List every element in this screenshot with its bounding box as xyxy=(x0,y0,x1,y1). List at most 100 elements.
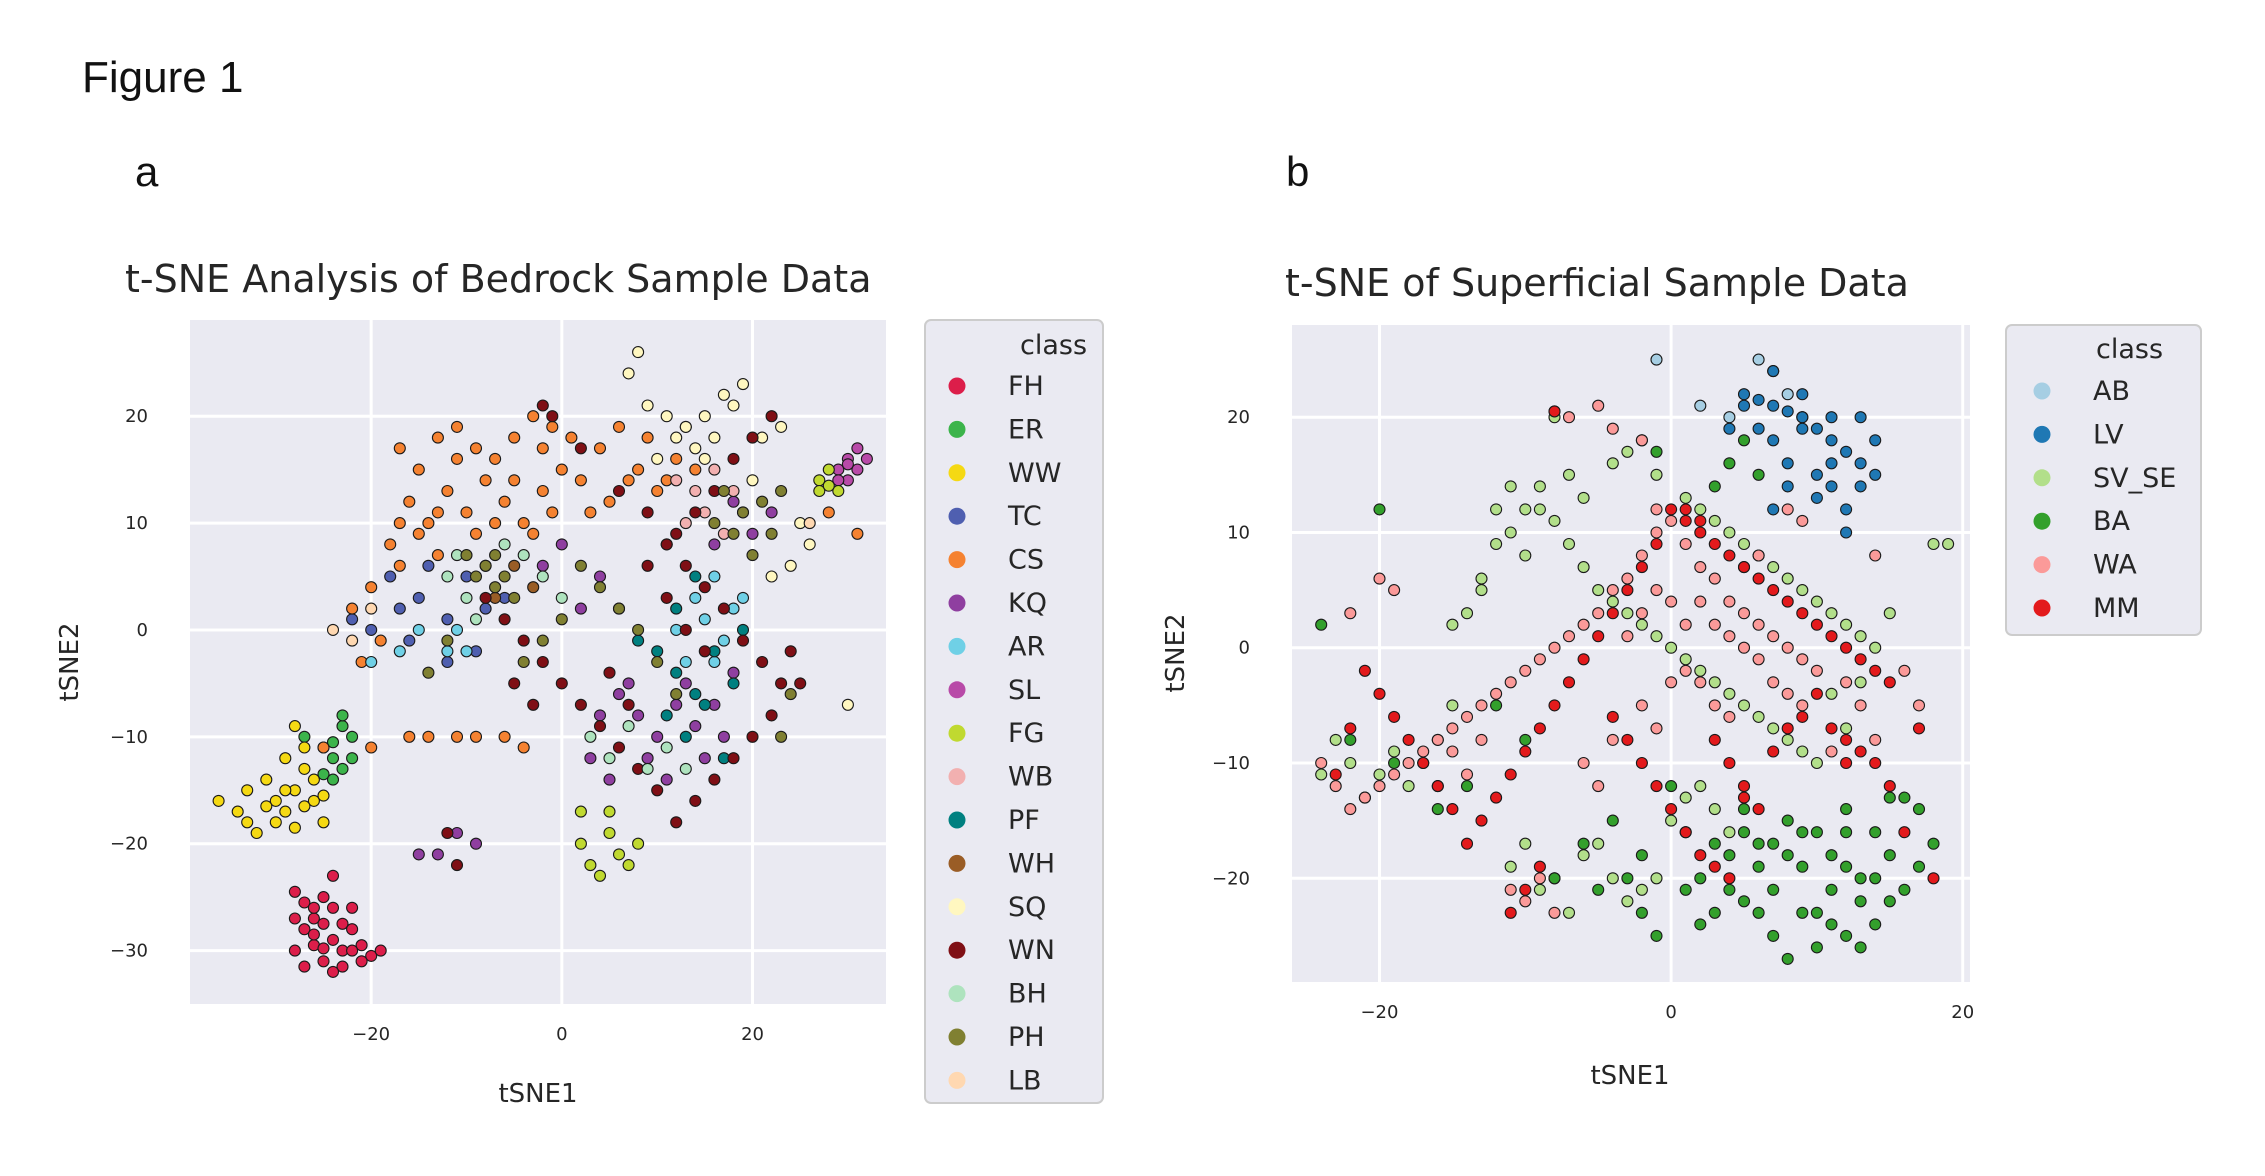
data-point xyxy=(393,442,406,455)
data-point xyxy=(1650,584,1663,597)
data-point xyxy=(1752,353,1765,366)
y-axis-label: tSNE2 xyxy=(1161,613,1191,692)
legend-box xyxy=(924,319,1104,1104)
data-point xyxy=(1708,572,1721,585)
data-point xyxy=(660,538,673,551)
data-point xyxy=(1767,434,1780,447)
data-point xyxy=(593,720,607,733)
data-point xyxy=(317,891,330,904)
data-point xyxy=(689,794,702,807)
legend-marker xyxy=(948,377,966,395)
data-point xyxy=(1504,480,1517,493)
data-point xyxy=(727,666,740,679)
data-point xyxy=(1825,722,1838,735)
data-point xyxy=(574,837,587,850)
data-point xyxy=(1723,826,1736,839)
data-point xyxy=(1796,699,1809,712)
data-point xyxy=(1781,814,1794,827)
data-point xyxy=(651,730,664,743)
data-point xyxy=(326,752,340,765)
data-point xyxy=(1388,768,1401,781)
data-point xyxy=(336,762,349,775)
data-point xyxy=(1650,722,1663,735)
data-point xyxy=(279,752,292,765)
data-point xyxy=(651,784,664,797)
data-point xyxy=(736,378,750,391)
data-point xyxy=(317,768,330,781)
data-point xyxy=(1519,664,1532,677)
data-point xyxy=(1825,411,1838,424)
data-point xyxy=(479,591,492,604)
data-point xyxy=(326,965,340,978)
data-point xyxy=(603,826,616,840)
data-point xyxy=(1548,514,1561,527)
data-point xyxy=(1825,457,1838,470)
legend-label: CS xyxy=(1008,545,1044,576)
data-point xyxy=(670,474,683,487)
data-point xyxy=(1781,388,1794,401)
data-point xyxy=(1490,687,1503,700)
data-point xyxy=(403,495,416,508)
data-point xyxy=(1840,860,1853,873)
data-point xyxy=(1796,388,1809,401)
legend-items: AB LV SV_SE BA WA MM xyxy=(2033,376,2176,624)
data-point xyxy=(1767,745,1780,758)
data-point xyxy=(679,762,692,775)
data-point xyxy=(1840,526,1853,539)
data-point xyxy=(1869,918,1882,931)
data-point xyxy=(1825,607,1838,620)
data-point xyxy=(498,495,511,508)
data-point xyxy=(317,789,330,802)
x-tick-label: 20 xyxy=(741,1024,764,1045)
data-point xyxy=(441,645,454,658)
data-point xyxy=(832,484,845,498)
legend-marker xyxy=(948,464,966,482)
x-axis-label: tSNE1 xyxy=(1590,1061,1669,1091)
legend-marker xyxy=(948,985,966,1003)
data-point xyxy=(431,549,444,562)
legend-label: WW xyxy=(1008,458,1061,489)
data-point xyxy=(1767,630,1780,643)
data-point xyxy=(1460,710,1474,723)
data-point xyxy=(1533,480,1546,493)
data-point xyxy=(746,474,759,487)
data-point xyxy=(441,634,454,647)
data-point xyxy=(517,741,530,754)
data-point xyxy=(1796,584,1809,597)
data-point xyxy=(288,720,301,733)
data-point xyxy=(1796,422,1809,435)
data-point xyxy=(1533,872,1546,885)
data-point xyxy=(1606,457,1619,470)
data-point xyxy=(1767,722,1780,735)
data-point xyxy=(1679,653,1692,666)
legend-label: TC xyxy=(1007,501,1042,532)
data-point xyxy=(1606,422,1619,435)
data-point xyxy=(1840,756,1853,770)
data-point xyxy=(1825,630,1838,643)
data-point xyxy=(1679,826,1692,839)
data-point xyxy=(1504,860,1517,873)
data-point xyxy=(632,837,645,850)
data-point xyxy=(1723,756,1736,770)
data-point xyxy=(603,495,616,508)
data-point xyxy=(727,452,740,465)
legend-marker xyxy=(948,811,966,829)
data-point xyxy=(346,613,359,626)
data-point xyxy=(1621,733,1634,746)
data-point xyxy=(1927,537,1940,551)
data-point xyxy=(460,645,473,658)
legend-label: WH xyxy=(1008,848,1055,879)
data-point xyxy=(1504,526,1517,539)
data-point xyxy=(508,474,521,487)
series-LB xyxy=(326,517,816,647)
data-point xyxy=(1519,837,1532,850)
data-point xyxy=(298,800,311,813)
data-point xyxy=(593,442,607,455)
data-point xyxy=(1912,699,1926,712)
data-point xyxy=(288,912,301,925)
data-point xyxy=(1460,768,1474,781)
data-point xyxy=(603,752,616,765)
data-point xyxy=(336,960,349,973)
data-point xyxy=(746,431,759,444)
data-point xyxy=(736,591,750,604)
